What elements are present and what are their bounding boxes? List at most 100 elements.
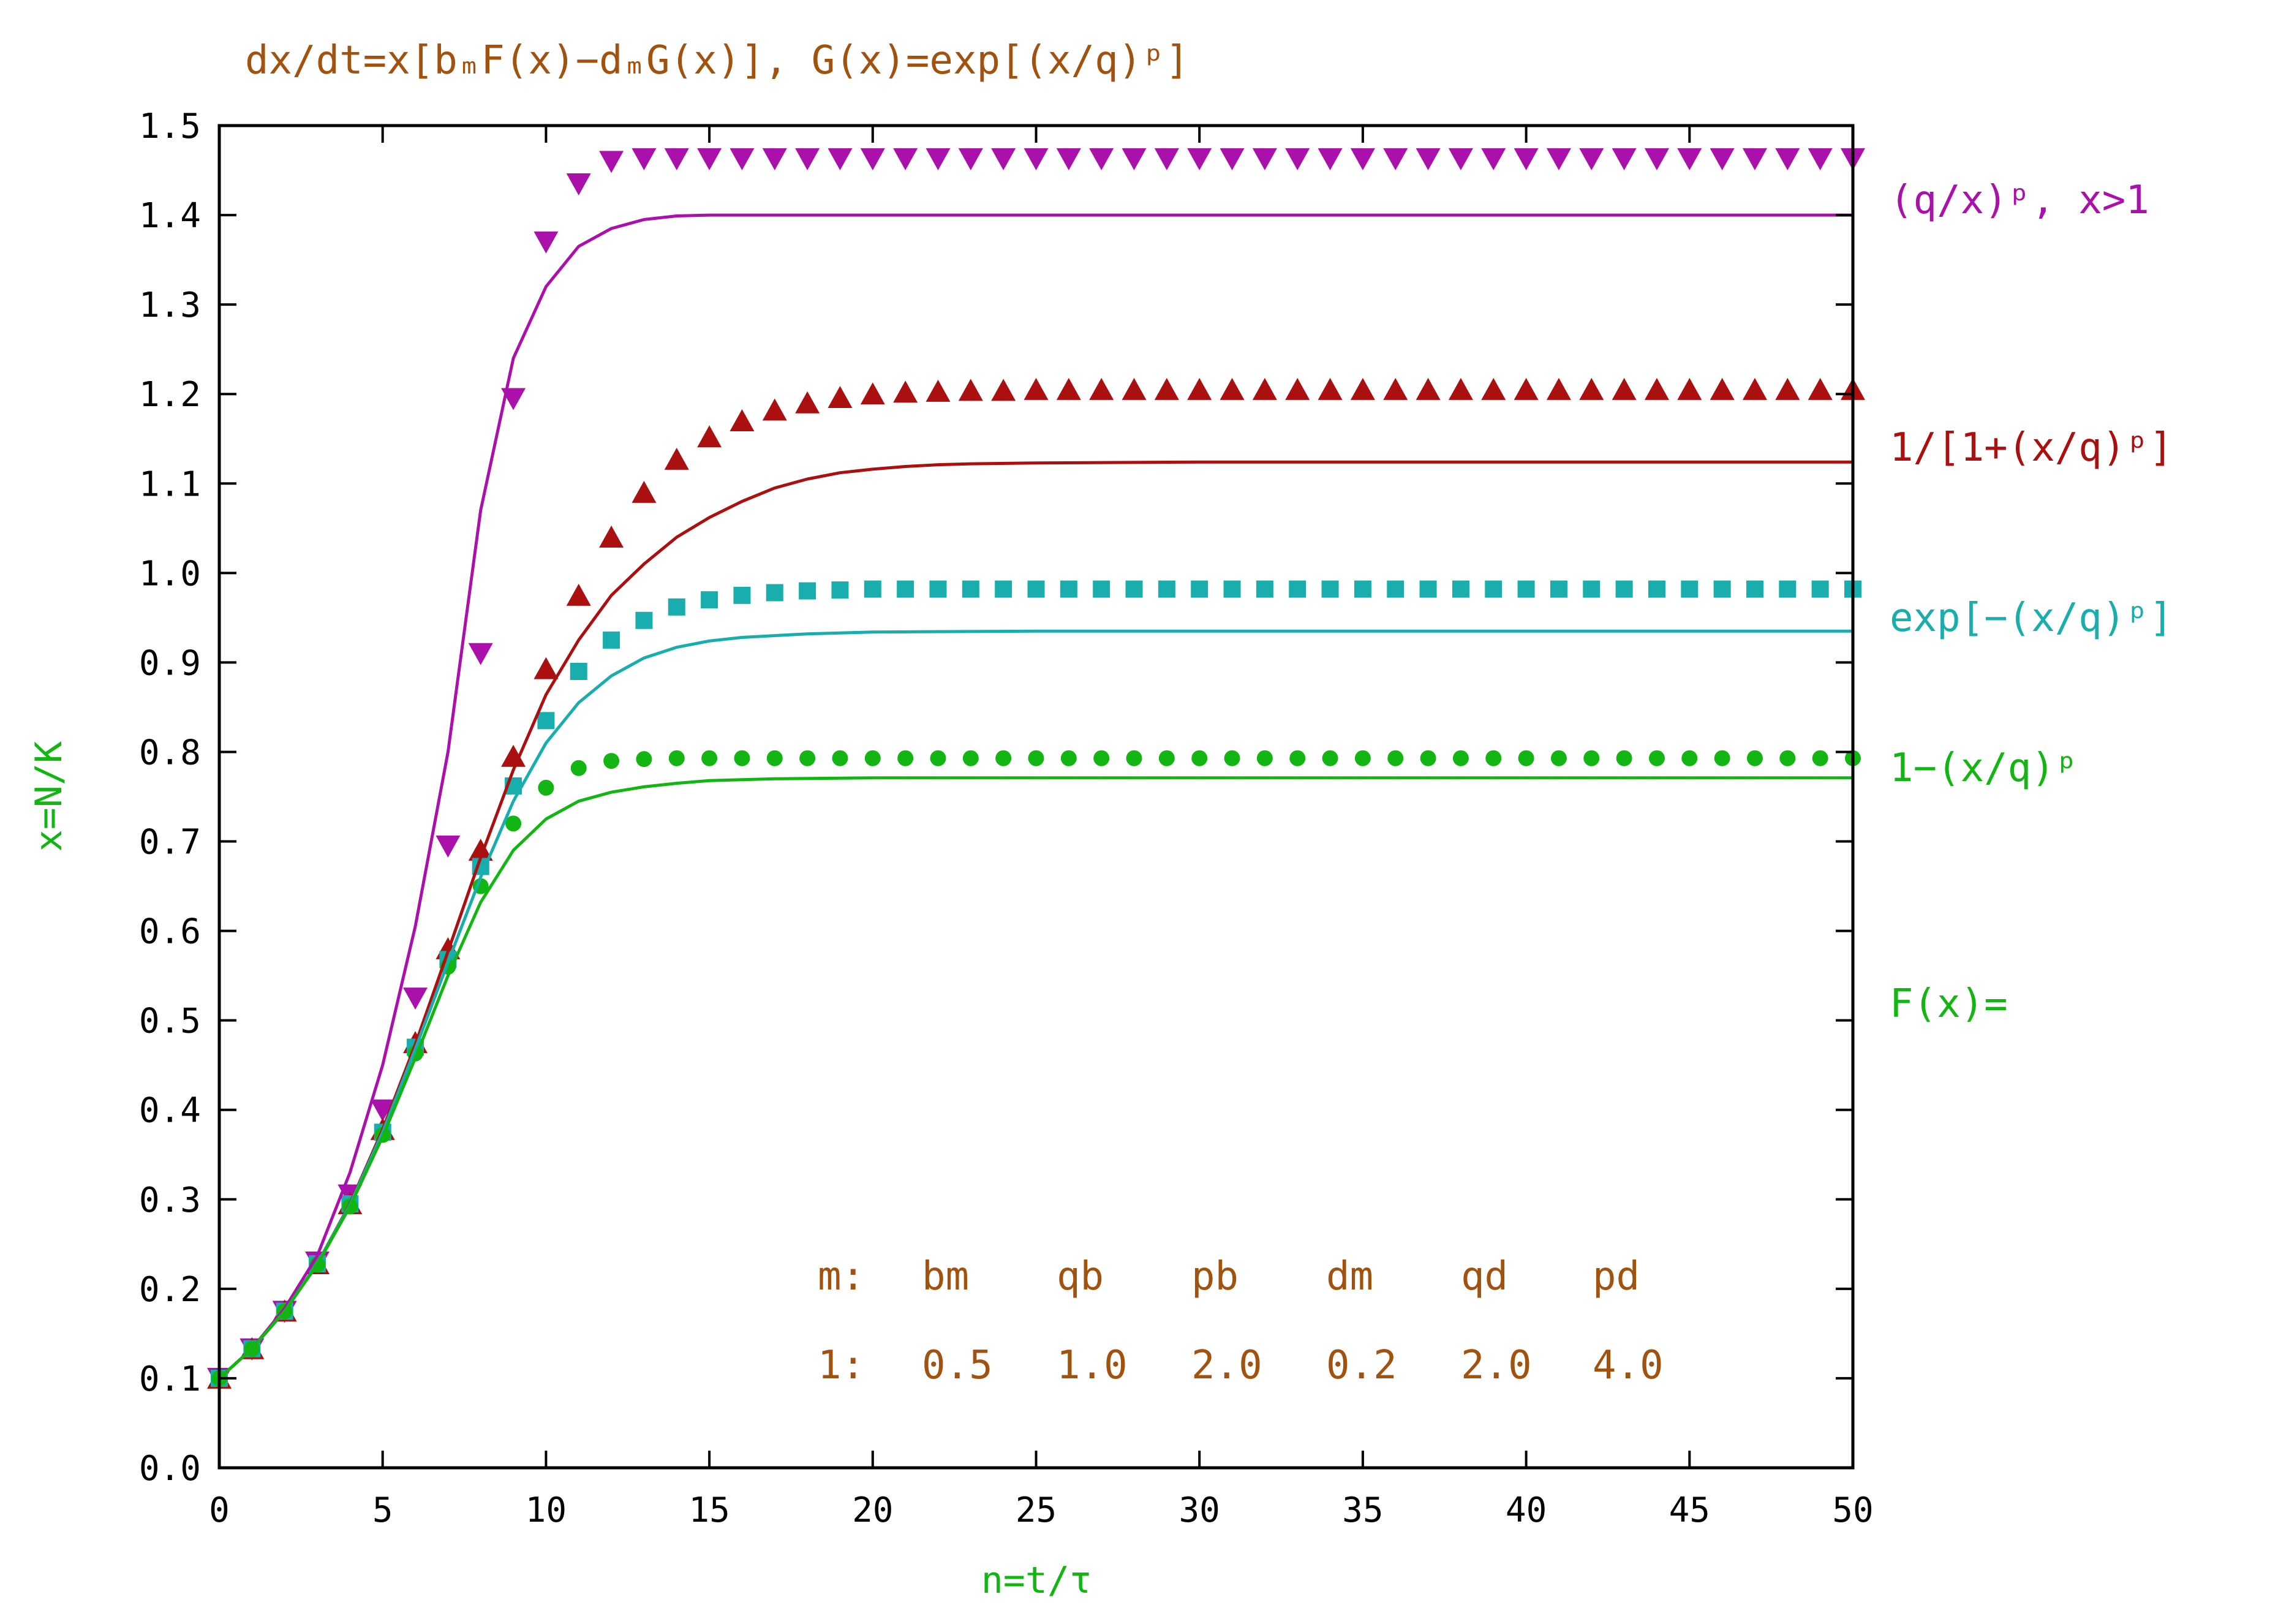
data-point-circle <box>1714 750 1730 766</box>
x-tick-label: 25 <box>1016 1490 1057 1530</box>
data-point-square <box>831 581 849 599</box>
data-point-triangle-up <box>1318 377 1343 400</box>
data-point-triangle-down <box>436 835 461 858</box>
data-point-triangle-down <box>1056 148 1081 171</box>
data-point-circle <box>1812 750 1828 766</box>
data-point-triangle-down <box>1448 148 1473 171</box>
data-point-square <box>1583 580 1601 598</box>
param-value-cell: 2.0 <box>1461 1343 1532 1388</box>
data-point-square <box>1354 580 1371 598</box>
param-header-cell: m: <box>818 1254 865 1299</box>
data-point-triangle-down <box>599 151 624 173</box>
data-point-triangle-down <box>1318 148 1343 171</box>
param-value-cell: 2.0 <box>1191 1343 1262 1388</box>
data-point-square <box>1779 580 1797 598</box>
param-value-cell: 0.5 <box>922 1343 993 1388</box>
data-point-circle <box>897 750 914 766</box>
data-point-triangle-up <box>1252 377 1277 400</box>
data-point-square <box>1289 580 1307 598</box>
data-point-square <box>1158 580 1175 598</box>
y-tick-label: 0.3 <box>139 1180 201 1220</box>
data-point-circle <box>995 750 1012 766</box>
axis-ticks: 0 5 10 15 20 25 30 35 40 45 50 0.0 0.1 0.2 0.3 0.4 0.5 0.… <box>139 107 1874 1530</box>
y-tick-label: 0.1 <box>139 1359 201 1399</box>
data-point-circle <box>864 750 881 766</box>
data-point-triangle-up <box>1546 377 1571 400</box>
data-point-square <box>1027 580 1045 598</box>
data-point-triangle-down <box>893 148 918 171</box>
data-point-triangle-down <box>828 148 853 171</box>
data-point-triangle-up <box>828 386 853 409</box>
data-point-triangle-down <box>664 148 689 171</box>
data-point-circle <box>1289 750 1306 766</box>
data-point-circle <box>930 750 946 766</box>
data-point-triangle-down <box>1677 148 1702 171</box>
data-point-square <box>733 586 751 604</box>
data-point-circle <box>799 750 816 766</box>
param-header-cell: bm <box>922 1254 969 1299</box>
data-point-square <box>570 663 587 681</box>
data-point-square <box>897 580 914 598</box>
data-point-circle <box>636 751 652 768</box>
y-axis-label: x=N/K <box>28 741 70 852</box>
data-point-triangle-down <box>1579 148 1604 171</box>
data-point-square <box>603 631 620 649</box>
data-point-triangle-down <box>534 231 559 254</box>
data-point-square <box>1615 580 1633 598</box>
data-point-circle <box>538 779 554 796</box>
data-point-circle <box>1191 750 1208 766</box>
data-point-triangle-up <box>1677 377 1702 400</box>
data-point-triangle-up <box>926 379 951 402</box>
data-point-circle <box>1746 750 1763 766</box>
y-tick-label: 1.0 <box>139 554 201 594</box>
data-point-square <box>1517 580 1535 598</box>
data-point-circle <box>1093 750 1110 766</box>
data-point-triangle-down <box>1252 148 1277 171</box>
data-point-circle <box>1550 750 1567 766</box>
param-value-cell: 1: <box>818 1343 865 1388</box>
series-label-exponential: exp[−(x/q)ᵖ] <box>1890 595 2173 641</box>
series-label-hill: 1/[1+(x/q)ᵖ] <box>1890 425 2173 470</box>
data-point-triangle-up <box>1056 377 1081 400</box>
data-point-circle <box>1616 750 1632 766</box>
data-point-square <box>799 582 816 600</box>
data-point-circle <box>1387 750 1404 766</box>
data-point-square <box>537 712 555 730</box>
x-tick-label: 50 <box>1832 1490 1873 1530</box>
y-tick-label: 1.5 <box>139 107 201 146</box>
data-point-triangle-down <box>730 148 755 171</box>
data-point-square <box>1060 580 1077 598</box>
data-point-triangle-up <box>958 379 983 401</box>
y-tick-label: 0.7 <box>139 823 201 863</box>
data-point-triangle-up <box>1285 377 1310 400</box>
data-point-square <box>1713 580 1731 598</box>
data-point-square <box>1746 580 1763 598</box>
data-point-triangle-up <box>1514 377 1539 400</box>
param-value-cell: 4.0 <box>1593 1343 1664 1388</box>
data-point-circle <box>832 750 848 766</box>
f-label: F(x)= <box>1890 981 2008 1027</box>
chart-title: dx/dt=x[bₘF(x)−dₘG(x)], G(x)=exp[(x/q)ᵖ] <box>245 38 1189 83</box>
y-tick-label: 0.9 <box>139 643 201 683</box>
data-point-circle <box>1224 750 1240 766</box>
x-tick-label: 30 <box>1178 1490 1220 1530</box>
data-point-triangle-down <box>1775 148 1800 171</box>
data-point-circle <box>603 753 620 769</box>
data-point-square <box>1452 580 1469 598</box>
data-point-triangle-down <box>697 148 722 171</box>
data-point-circle <box>1583 750 1600 766</box>
data-point-circle <box>1322 750 1338 766</box>
data-point-circle <box>734 750 750 766</box>
data-point-triangle-down <box>370 1099 395 1122</box>
x-tick-label: 20 <box>852 1490 893 1530</box>
y-tick-label: 0.5 <box>139 1002 201 1041</box>
data-point-triangle-down <box>1416 148 1441 171</box>
data-point-triangle-up <box>1448 377 1473 400</box>
data-point-square <box>1387 580 1405 598</box>
y-tick-label: 1.2 <box>139 375 201 415</box>
data-point-triangle-up <box>1579 377 1604 400</box>
data-point-circle <box>1420 750 1436 766</box>
data-point-square <box>766 584 783 602</box>
data-point-triangle-down <box>1122 148 1147 171</box>
data-point-square <box>1485 580 1503 598</box>
